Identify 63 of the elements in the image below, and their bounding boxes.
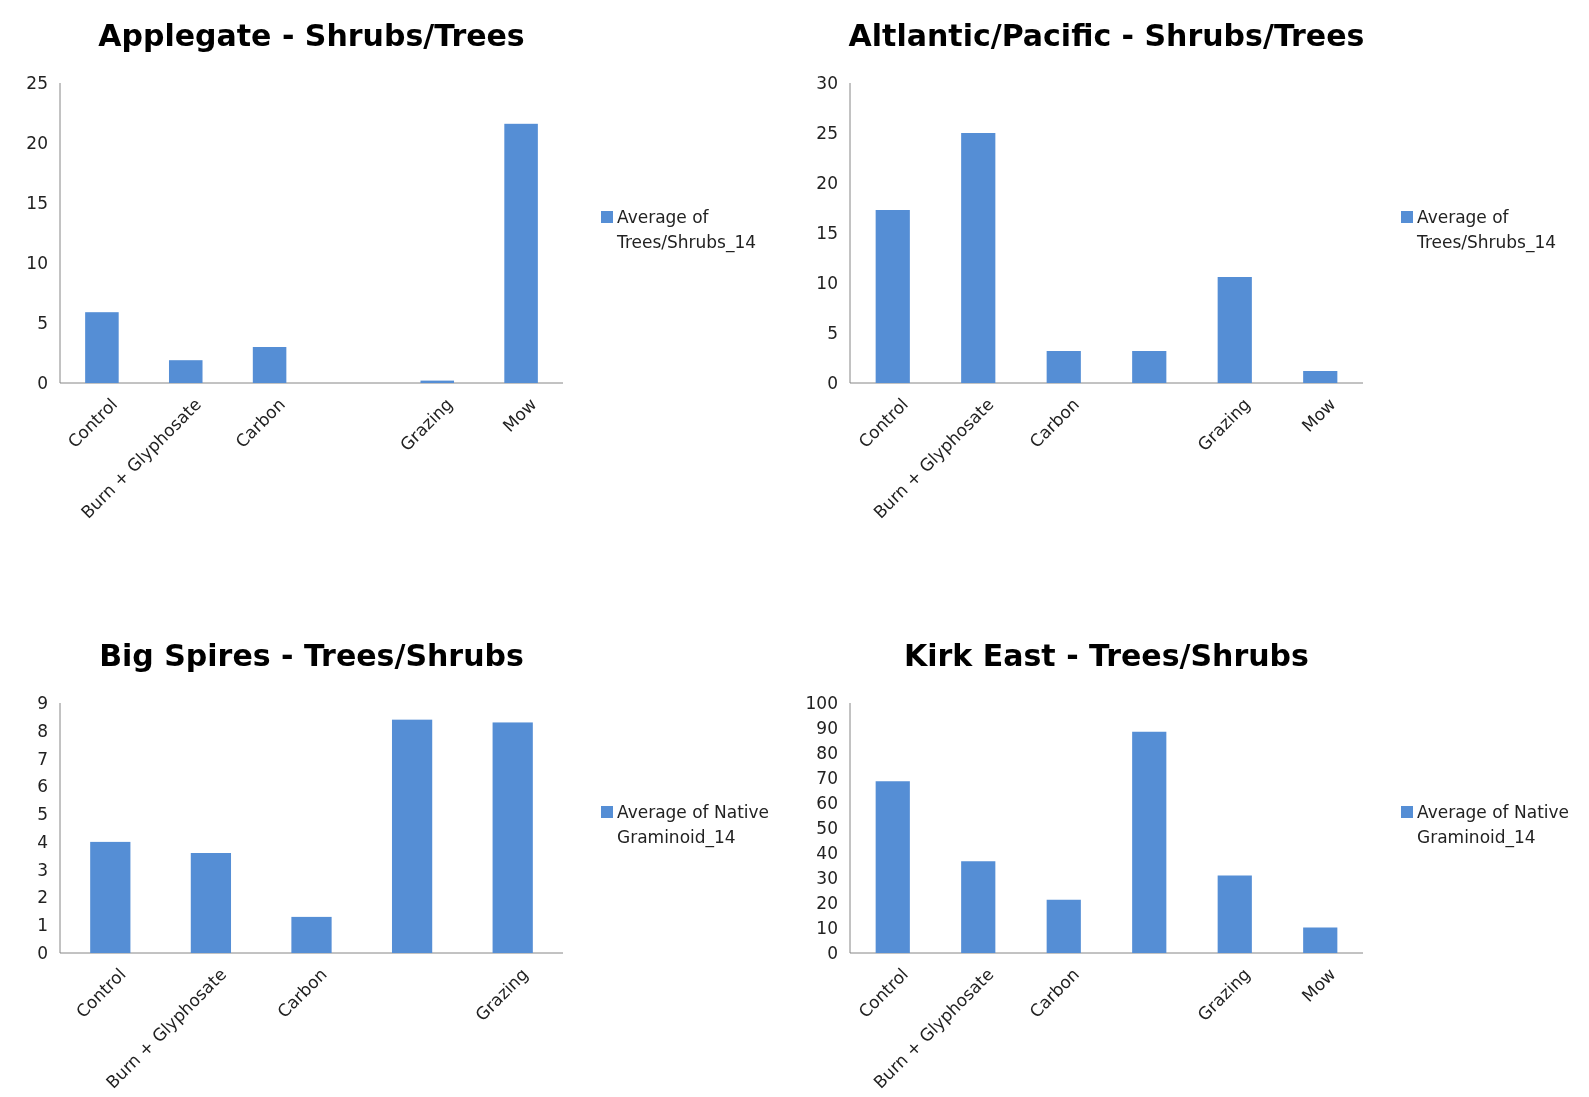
bar [961, 861, 996, 953]
y-tick-label: 70 [816, 767, 838, 788]
y-tick-label: 80 [816, 742, 838, 763]
y-tick-label: 25 [816, 122, 838, 143]
y-tick-label: 100 [805, 692, 838, 713]
y-tick-label: 90 [816, 717, 838, 738]
bar [1132, 351, 1167, 383]
bar [1217, 875, 1252, 953]
bar [291, 916, 332, 953]
y-tick-label: 10 [26, 252, 48, 273]
y-tick-label: 6 [37, 776, 48, 797]
bar [90, 841, 131, 953]
bar [1303, 371, 1338, 383]
legend-label: Average of Trees/Shrubs_14 [616, 207, 757, 253]
y-tick-label: 15 [816, 222, 838, 243]
bar [85, 312, 119, 383]
legend-label: Average of Trees/Shrubs_14 [1416, 207, 1557, 253]
y-tick-label: 9 [37, 692, 48, 713]
chart-title: Applegate - Shrubs/Trees [98, 18, 525, 53]
bar [168, 360, 203, 383]
y-tick-label: 50 [816, 817, 838, 838]
y-tick-label: 0 [37, 942, 48, 963]
y-tick-label: 5 [37, 804, 48, 825]
bar [1303, 927, 1338, 953]
chart-title: Kirk East - Trees/Shrubs [904, 638, 1309, 673]
bar [1046, 899, 1081, 953]
bar [1046, 351, 1081, 383]
bar [391, 719, 433, 953]
y-tick-label: 0 [37, 372, 48, 393]
y-tick-label: 15 [26, 192, 48, 213]
y-tick-label: 4 [37, 831, 48, 852]
bar [190, 853, 232, 953]
bar [492, 722, 533, 953]
y-tick-label: 7 [37, 748, 48, 769]
y-tick-label: 0 [827, 942, 838, 963]
bar [961, 133, 996, 383]
y-tick-label: 10 [816, 272, 838, 293]
chart-title: Big Spires - Trees/Shrubs [99, 638, 524, 673]
y-tick-label: 30 [816, 72, 838, 93]
y-tick-label: 5 [37, 312, 48, 333]
bar [504, 123, 538, 383]
y-tick-label: 60 [816, 792, 838, 813]
y-tick-label: 10 [816, 917, 838, 938]
y-tick-label: 30 [816, 867, 838, 888]
chart-title: Altlantic/Pacific - Shrubs/Trees [848, 18, 1365, 53]
y-tick-label: 3 [37, 859, 48, 880]
bar [1217, 277, 1252, 383]
y-tick-label: 40 [816, 842, 838, 863]
bar [1132, 731, 1167, 953]
y-tick-label: 25 [26, 72, 48, 93]
y-tick-label: 20 [816, 892, 838, 913]
y-tick-label: 20 [816, 172, 838, 193]
y-tick-label: 5 [827, 322, 838, 343]
y-tick-label: 8 [37, 720, 48, 741]
y-tick-label: 1 [37, 915, 48, 936]
bar [252, 347, 287, 383]
legend-label: Average of Native Graminoid_14 [617, 802, 770, 848]
bar [875, 210, 910, 383]
y-tick-label: 20 [26, 132, 48, 153]
bar [875, 781, 910, 953]
y-tick-label: 2 [37, 887, 48, 908]
legend-label: Average of Native Graminoid_14 [1417, 802, 1570, 848]
y-tick-label: 0 [827, 372, 838, 393]
